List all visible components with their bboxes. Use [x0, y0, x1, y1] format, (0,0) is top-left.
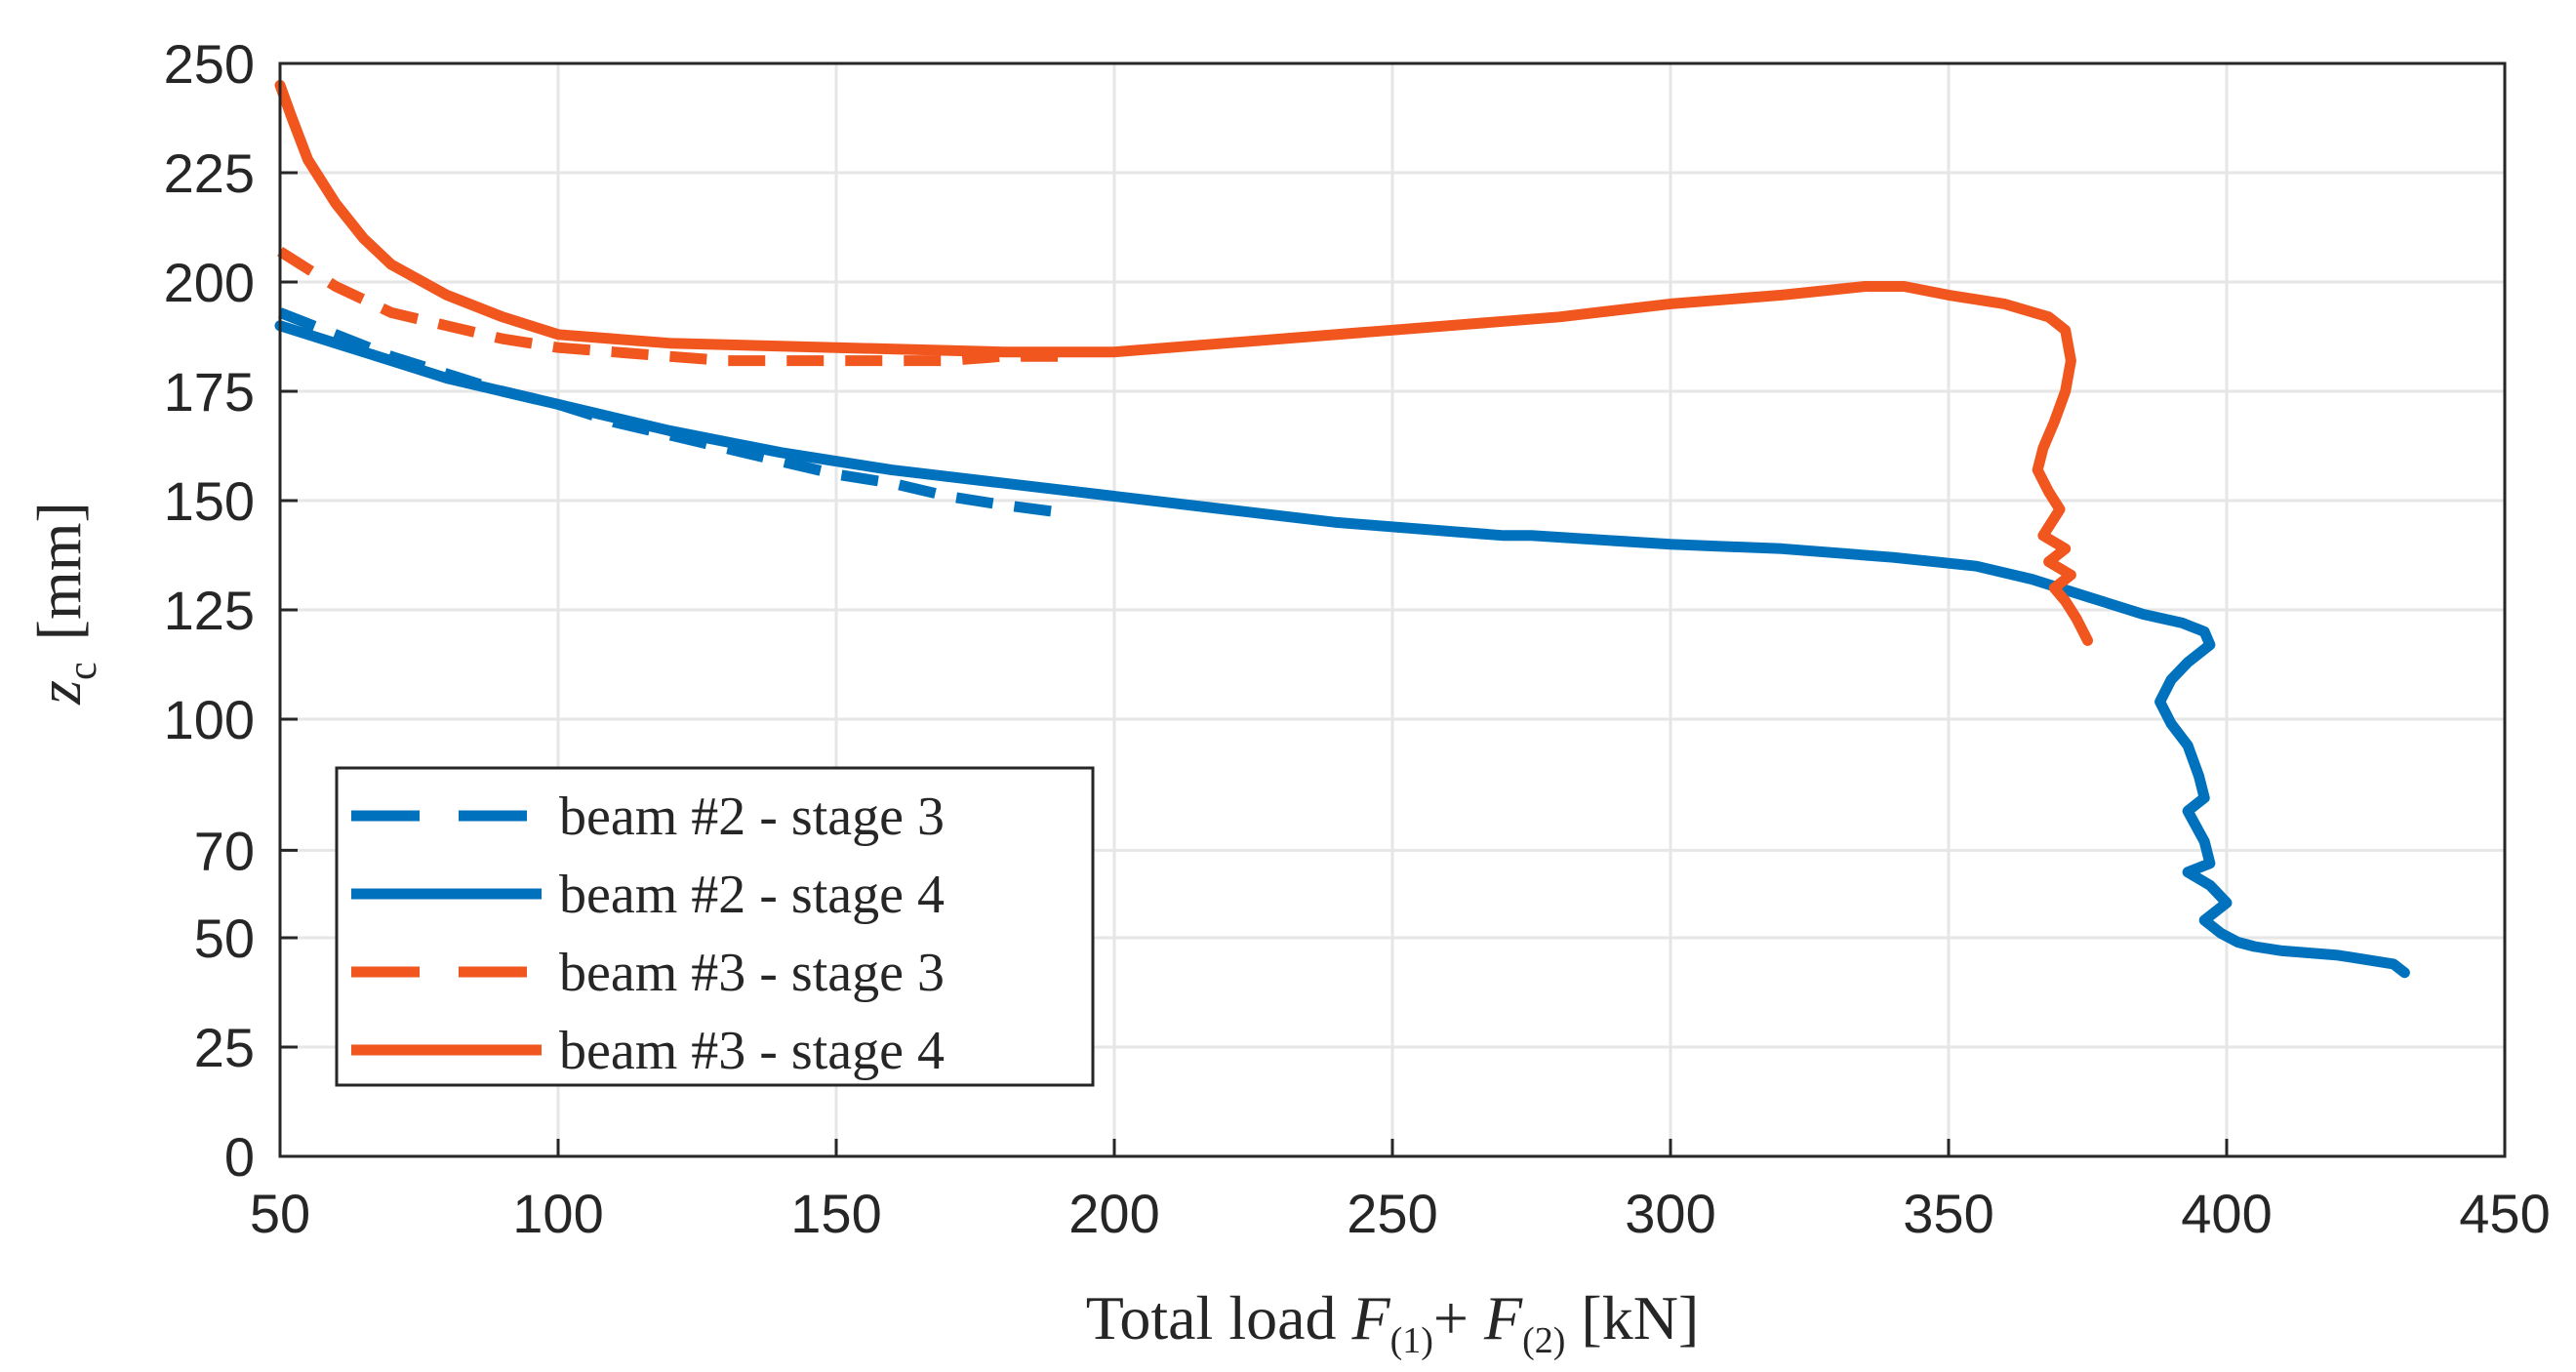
- legend-label: beam #2 - stage 3: [559, 787, 945, 847]
- x-tick-label: 150: [790, 1183, 881, 1244]
- y-axis-title: zc[mm]: [24, 502, 105, 706]
- legend-label: beam #2 - stage 4: [559, 865, 945, 925]
- y-tick-label: 150: [164, 470, 255, 532]
- x-tick-label: 250: [1347, 1183, 1437, 1244]
- y-tick-label: 175: [164, 361, 255, 423]
- legend-entry: beam #3 - stage 3: [351, 943, 945, 1003]
- legend: beam #2 - stage 3 beam #2 - stage 4 beam…: [335, 766, 1095, 1087]
- series-line-2: [274, 320, 2410, 979]
- x-tick-label: 350: [1903, 1183, 1993, 1244]
- legend-entry: beam #2 - stage 3: [351, 787, 945, 847]
- y-tick-label: 225: [164, 142, 255, 204]
- series-lines: [274, 79, 2410, 979]
- series-line-3: [277, 246, 1059, 367]
- x-tick-label: 300: [1625, 1183, 1715, 1244]
- ticks: [278, 61, 2507, 1158]
- legend-entry: beam #2 - stage 4: [351, 865, 945, 925]
- series-line-4: [274, 79, 2093, 646]
- y-tick-label: 50: [194, 908, 255, 969]
- x-tick-label: 100: [512, 1183, 603, 1244]
- tick-labels: 50 100 150 200 250 300 350 400 450 0 25 50 70 100 125 1…: [164, 33, 2551, 1244]
- legend-entry: beam #3 - stage 4: [351, 1021, 945, 1081]
- y-tick-label: 100: [164, 689, 255, 750]
- legend-label: beam #3 - stage 3: [559, 943, 945, 1003]
- y-tick-label: 70: [194, 820, 255, 881]
- x-axis-title: Total load F(1)+ F(2) [kN]: [1086, 1283, 1700, 1361]
- y-tick-label: 125: [164, 580, 255, 641]
- y-tick-label: 200: [164, 252, 255, 313]
- x-tick-label: 400: [2181, 1183, 2272, 1244]
- legend-label: beam #3 - stage 4: [559, 1021, 945, 1081]
- y-tick-label: 25: [194, 1017, 255, 1078]
- y-tick-label: 250: [164, 33, 255, 95]
- x-tick-label: 50: [250, 1183, 310, 1244]
- y-tick-label: 0: [224, 1126, 255, 1188]
- x-tick-label: 450: [2459, 1183, 2550, 1244]
- x-tick-label: 200: [1068, 1183, 1159, 1244]
